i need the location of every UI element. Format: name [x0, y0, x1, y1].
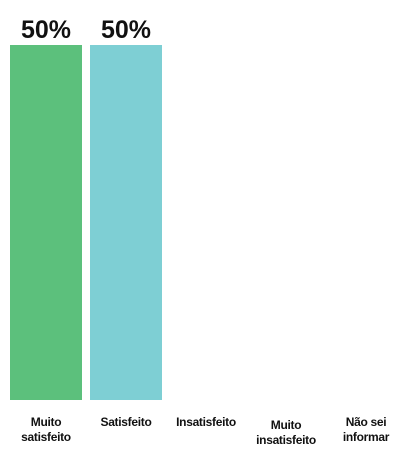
x-tick-label: Não sei informar: [342, 415, 390, 444]
value-label: 50%: [101, 16, 151, 44]
x-tick-label: Muito satisfeito: [21, 415, 71, 444]
value-label: 50%: [21, 16, 71, 44]
x-tick-label: Satisfeito: [100, 415, 152, 429]
bar: [90, 45, 162, 400]
x-tick-label: Muito insatisfeito: [256, 418, 316, 447]
bar: [10, 45, 82, 400]
x-tick-label: Insatisfeito: [176, 415, 236, 429]
